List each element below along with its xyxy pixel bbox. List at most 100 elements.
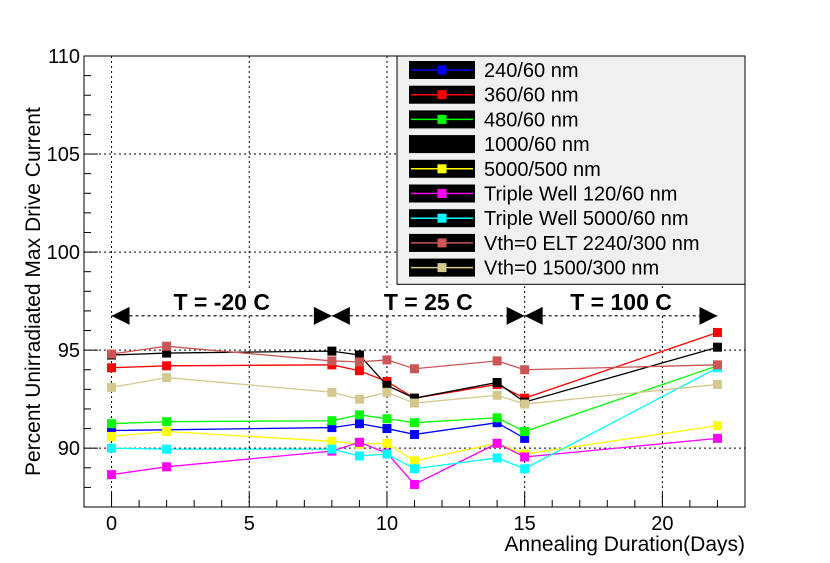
x-tick-label: 10 (376, 513, 398, 535)
legend-label: Vth=0 ELT 2240/300 nm (484, 233, 700, 255)
annotation-label-bg (153, 289, 290, 313)
legend-swatch-marker (437, 65, 447, 75)
data-point (327, 444, 337, 454)
data-point (162, 348, 172, 358)
data-point (382, 387, 392, 397)
legend-swatch-marker (437, 139, 447, 149)
data-point (410, 464, 419, 474)
y-axis-title: Percent Unirradiated Max Drive Current (22, 107, 45, 476)
data-point (162, 417, 172, 427)
legend-entry: Triple Well 120/60 nm (409, 184, 677, 206)
data-point (520, 427, 530, 437)
data-point (712, 421, 722, 431)
annotation-arrowhead-left (524, 306, 543, 325)
data-point (327, 356, 337, 366)
data-point (410, 456, 419, 466)
y-tick-label: 110 (48, 46, 80, 68)
legend-entry: Vth=0 1500/300 nm (409, 258, 659, 280)
data-point (520, 464, 530, 474)
data-point (327, 416, 337, 426)
legend-entry: 240/60 nm (409, 60, 579, 82)
data-point (712, 327, 722, 337)
annotation-arrowhead-right (506, 306, 525, 325)
data-point (410, 418, 419, 428)
data-point (382, 380, 392, 390)
legend-label: Triple Well 120/60 nm (484, 184, 677, 206)
data-point (492, 418, 502, 428)
data-point (712, 379, 722, 389)
series-0 (107, 418, 530, 443)
legend-swatch-marker (437, 263, 447, 273)
legend-swatch-marker (437, 114, 447, 124)
data-point (354, 410, 364, 420)
legend-label: 240/60 nm (484, 60, 579, 82)
x-tick-label: 15 (514, 513, 536, 535)
series-3 (107, 342, 722, 407)
data-point (492, 390, 502, 400)
axis-ticks: 0 5 10 15 20 90 95 100 105 110 (47, 46, 746, 535)
data-point (107, 349, 117, 359)
data-point (162, 361, 172, 371)
data-point (354, 451, 364, 461)
data-point (354, 350, 364, 360)
data-point (107, 382, 117, 392)
data-point (327, 387, 337, 397)
annotation-label-bg (553, 289, 690, 313)
data-point (107, 426, 117, 436)
series-8 (107, 373, 722, 409)
data-point (410, 429, 419, 439)
data-point (162, 373, 172, 383)
legend-label: 1000/60 nm (484, 134, 590, 156)
data-point (107, 443, 117, 453)
legend-label: 480/60 nm (484, 109, 579, 131)
series-7 (107, 341, 722, 375)
legend-entry: Vth=0 ELT 2240/300 nm (409, 233, 700, 255)
legend-entry: 1000/60 nm (409, 134, 590, 156)
legend-label: 5000/500 nm (484, 159, 601, 181)
data-point (107, 419, 117, 429)
data-point (354, 357, 364, 367)
annotation-arrowhead-right (313, 306, 332, 325)
legend-swatch-marker (437, 238, 447, 248)
legend-swatch-marker (437, 189, 447, 198)
data-point (162, 427, 172, 437)
annotation-arrowhead-left (111, 306, 130, 325)
legend-swatch-marker (437, 164, 447, 174)
legend-entry: 480/60 nm (409, 109, 579, 131)
series-line (111, 422, 525, 439)
x-tick-label: 5 (244, 513, 255, 535)
data-point (382, 355, 392, 365)
data-point (492, 356, 502, 366)
legend-entry: 5000/500 nm (409, 159, 601, 181)
data-point (354, 394, 364, 404)
legend-label: Vth=0 1500/300 nm (484, 258, 659, 280)
data-point (382, 438, 392, 448)
data-point (712, 360, 722, 370)
data-point (410, 398, 419, 408)
data-point (712, 342, 722, 352)
data-point (492, 377, 502, 387)
legend-swatch-marker (437, 90, 447, 100)
x-tick-label: 0 (106, 513, 117, 535)
data-point (382, 449, 392, 459)
legend-swatch-marker (437, 213, 447, 223)
annotation-label: T = 25 C (384, 289, 473, 315)
legend-label: Triple Well 5000/60 nm (484, 208, 689, 230)
data-point (327, 423, 337, 433)
legend-entry: Triple Well 5000/60 nm (409, 208, 689, 230)
data-point (354, 419, 364, 429)
data-point (492, 413, 502, 423)
legend-entry: 360/60 nm (409, 85, 579, 107)
data-point (162, 462, 172, 472)
data-point (410, 393, 419, 403)
annotation-label: T = 100 C (570, 289, 672, 315)
annotation-label-bg (360, 289, 497, 313)
data-point (382, 414, 392, 424)
annotation-arrows: T = -20 C T = 25 C T = 100 C (111, 289, 718, 325)
data-point (327, 436, 337, 446)
data-point (107, 470, 117, 480)
annotation-label: T = -20 C (173, 289, 270, 315)
data-point (520, 365, 530, 375)
y-tick-label: 95 (58, 340, 80, 362)
